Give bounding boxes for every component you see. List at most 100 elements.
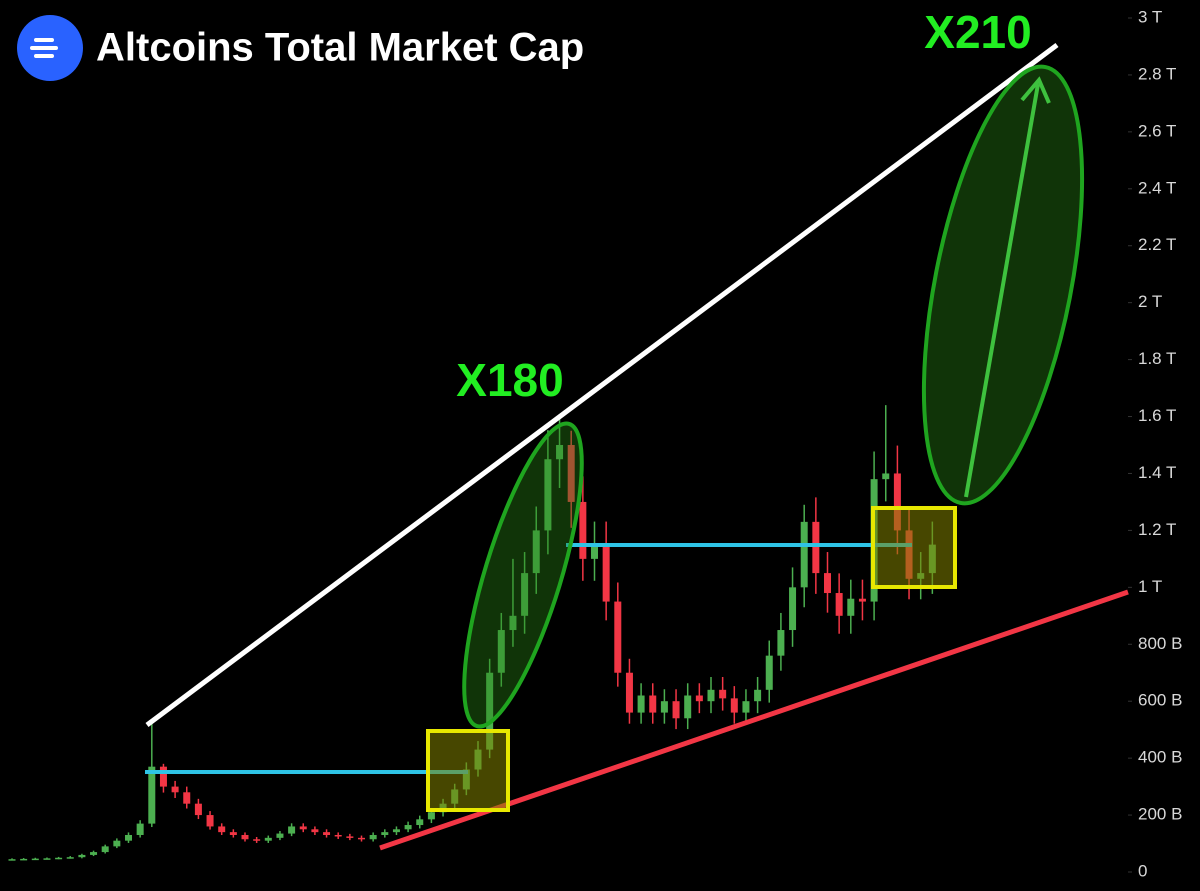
y-tick-label: 600 B <box>1138 691 1182 710</box>
candle-body <box>334 834 342 837</box>
candle-body <box>893 473 901 531</box>
candle-body <box>730 698 738 713</box>
resistance-line <box>145 42 1059 728</box>
candle-body <box>404 825 412 830</box>
y-tick-label: 1.6 T <box>1138 406 1176 425</box>
y-tick-label: 1.4 T <box>1138 463 1176 482</box>
candle-body <box>8 859 16 861</box>
y-tick-label: 2.8 T <box>1138 64 1176 83</box>
annotations: X180 X210 <box>145 6 1129 851</box>
candle-body <box>765 655 773 690</box>
candle-body <box>544 459 552 531</box>
candle-body <box>113 840 121 847</box>
candle-body <box>591 544 598 559</box>
candle-body <box>66 857 74 859</box>
y-tick-label: 800 B <box>1138 634 1182 653</box>
candle-body <box>579 501 587 559</box>
y-tick-label: 2.2 T <box>1138 235 1176 254</box>
candle-body <box>206 815 214 827</box>
y-tick-label: 2.6 T <box>1138 121 1176 140</box>
y-tick-label: 2.4 T <box>1138 178 1176 197</box>
candle-body <box>707 689 715 702</box>
y-tick-label: 3 T <box>1138 7 1162 26</box>
candle-body <box>171 786 179 793</box>
candle-body <box>241 834 249 840</box>
candle-body <box>276 833 284 838</box>
candle-body <box>392 829 400 833</box>
candle-body <box>43 858 51 860</box>
candle-body <box>695 695 703 702</box>
candle-body <box>812 521 820 574</box>
candle-body <box>218 826 226 833</box>
candle-body <box>253 839 261 841</box>
candle-body <box>31 858 39 861</box>
candle-body <box>754 689 762 702</box>
candle-body <box>777 630 785 656</box>
candle-body <box>55 857 63 860</box>
candle-body <box>567 445 575 502</box>
candle-body <box>78 854 86 858</box>
candle-body <box>719 689 727 699</box>
candle-body <box>311 829 319 833</box>
candle-body <box>824 573 831 594</box>
candle-body <box>649 695 657 713</box>
candle-body <box>288 826 296 834</box>
logo-mark <box>30 38 58 58</box>
candle-body <box>672 701 680 719</box>
candle-body <box>427 812 435 820</box>
candle-body <box>800 521 808 588</box>
candle-body <box>194 803 202 816</box>
y-tick-label: 200 B <box>1138 805 1182 824</box>
annotation: X180 <box>456 354 563 406</box>
candle-body <box>660 701 668 713</box>
candle-body <box>684 695 692 719</box>
candle-body <box>183 792 191 804</box>
y-tick-label: 2 T <box>1138 292 1162 311</box>
candle-body <box>637 695 645 713</box>
highlight-box <box>426 729 510 812</box>
candle-body <box>602 544 610 602</box>
candle-body <box>858 598 866 602</box>
arrow-head <box>1020 76 1051 104</box>
candle-body <box>521 573 529 616</box>
candle-body <box>159 766 167 787</box>
y-tick-label: 0 <box>1138 861 1147 880</box>
candle-body <box>125 834 132 841</box>
candle-body <box>614 601 622 673</box>
pump-ellipse <box>462 421 584 729</box>
arrow <box>964 83 1040 498</box>
candle-body <box>847 598 855 616</box>
y-tick-label: 1.8 T <box>1138 349 1176 368</box>
candle-body <box>323 832 331 835</box>
candle-body <box>90 852 98 855</box>
candle-body <box>486 672 494 750</box>
candle-body <box>101 846 109 853</box>
candle-body <box>136 823 144 835</box>
candle-body <box>509 615 517 631</box>
candle-body <box>882 473 890 480</box>
candle-body <box>229 832 237 835</box>
candle-body <box>148 766 156 824</box>
annotation: X210 <box>924 6 1031 58</box>
candle-body <box>264 837 272 841</box>
candle-body <box>416 819 424 826</box>
chart-title: Altcoins Total Market Cap <box>96 26 584 70</box>
candle-body <box>742 701 750 713</box>
candle-body <box>358 837 365 840</box>
candle-body <box>299 826 307 830</box>
candle-body <box>835 593 843 616</box>
candle-body <box>369 834 377 840</box>
candle-body <box>381 832 389 835</box>
highlight-box <box>871 506 957 589</box>
candle-body <box>346 836 354 838</box>
y-tick-label: 1 T <box>1138 577 1162 596</box>
candle-body <box>556 445 564 460</box>
candle-body <box>20 858 28 861</box>
candle-body <box>532 530 540 574</box>
y-tick-label: 400 B <box>1138 748 1182 767</box>
logo <box>17 15 83 81</box>
candle-body <box>789 587 797 631</box>
candle-body <box>497 630 505 673</box>
